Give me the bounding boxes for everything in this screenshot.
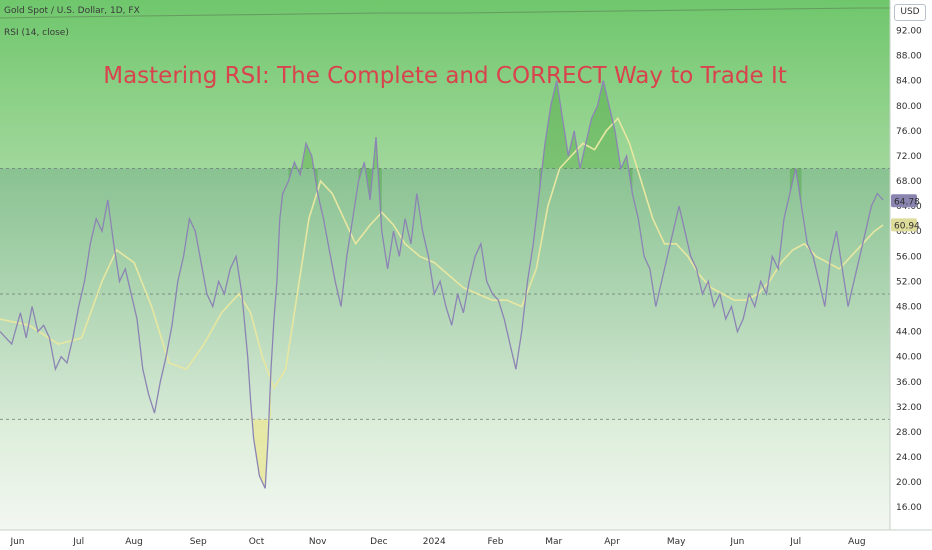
y-tick-label: 60.00: [896, 227, 922, 237]
x-tick-label-jun: Jun: [9, 537, 24, 547]
y-tick-label: 24.00: [896, 453, 922, 463]
y-tick-label: 48.00: [896, 302, 922, 312]
y-tick-label: 40.00: [896, 353, 922, 363]
symbol-title[interactable]: Gold Spot / U.S. Dollar, 1D, FX: [4, 6, 140, 16]
x-tick-label-mar: Mar: [545, 537, 562, 547]
y-tick-label: 20.00: [896, 478, 922, 488]
overbought-fill: [789, 168, 802, 207]
x-tick-label-feb: Feb: [487, 537, 503, 547]
y-tick-label: 16.00: [896, 503, 922, 513]
x-tick-label-aug: Aug: [848, 537, 866, 547]
series-line-rsi-ma: [0, 116, 884, 390]
headline-text: Mastering RSI: The Complete and CORRECT …: [103, 63, 787, 89]
y-tick-label: 32.00: [896, 403, 922, 413]
series-line-rsi: [0, 80, 884, 489]
x-tick-label-aug: Aug: [125, 537, 143, 547]
y-tick-label: 88.00: [896, 52, 922, 62]
x-tick-label-jun: Jun: [729, 537, 744, 547]
x-tick-label-2024: 2024: [423, 537, 446, 547]
currency-button[interactable]: USD: [894, 4, 926, 21]
rsi-last-value-label: 64.78: [894, 197, 920, 207]
y-tick-label: 68.00: [896, 177, 922, 187]
oversold-fill: [250, 369, 272, 489]
x-tick-label-dec: Dec: [370, 537, 387, 547]
x-tick-label-nov: Nov: [309, 537, 327, 547]
ma-last-value-label: 60.94: [894, 221, 920, 231]
y-tick-label: 76.00: [896, 127, 922, 137]
x-tick-label-sep: Sep: [190, 537, 207, 547]
y-tick-label: 84.00: [896, 77, 922, 87]
y-tick-label: 56.00: [896, 252, 922, 262]
x-tick-label-oct: Oct: [249, 537, 265, 547]
y-tick-label: 28.00: [896, 428, 922, 438]
y-tick-label: 72.00: [896, 152, 922, 162]
indicator-title[interactable]: RSI (14, close): [4, 28, 69, 38]
x-tick-label-jul: Jul: [72, 537, 84, 547]
x-tick-label-apr: Apr: [604, 537, 620, 547]
x-tick-label-jul: Jul: [789, 537, 801, 547]
rsi-last-value-tag: [891, 194, 917, 208]
y-tick-label: 92.00: [896, 27, 922, 37]
x-tick-label-may: May: [667, 537, 686, 547]
ma-last-value-tag: [891, 218, 917, 232]
y-tick-label: 80.00: [896, 102, 922, 112]
y-tick-label: 36.00: [896, 378, 922, 388]
overbought-fill: [300, 143, 318, 194]
y-tick-label: 44.00: [896, 328, 922, 338]
price-strip-line: [0, 7, 890, 19]
y-tick-label: 52.00: [896, 277, 922, 287]
